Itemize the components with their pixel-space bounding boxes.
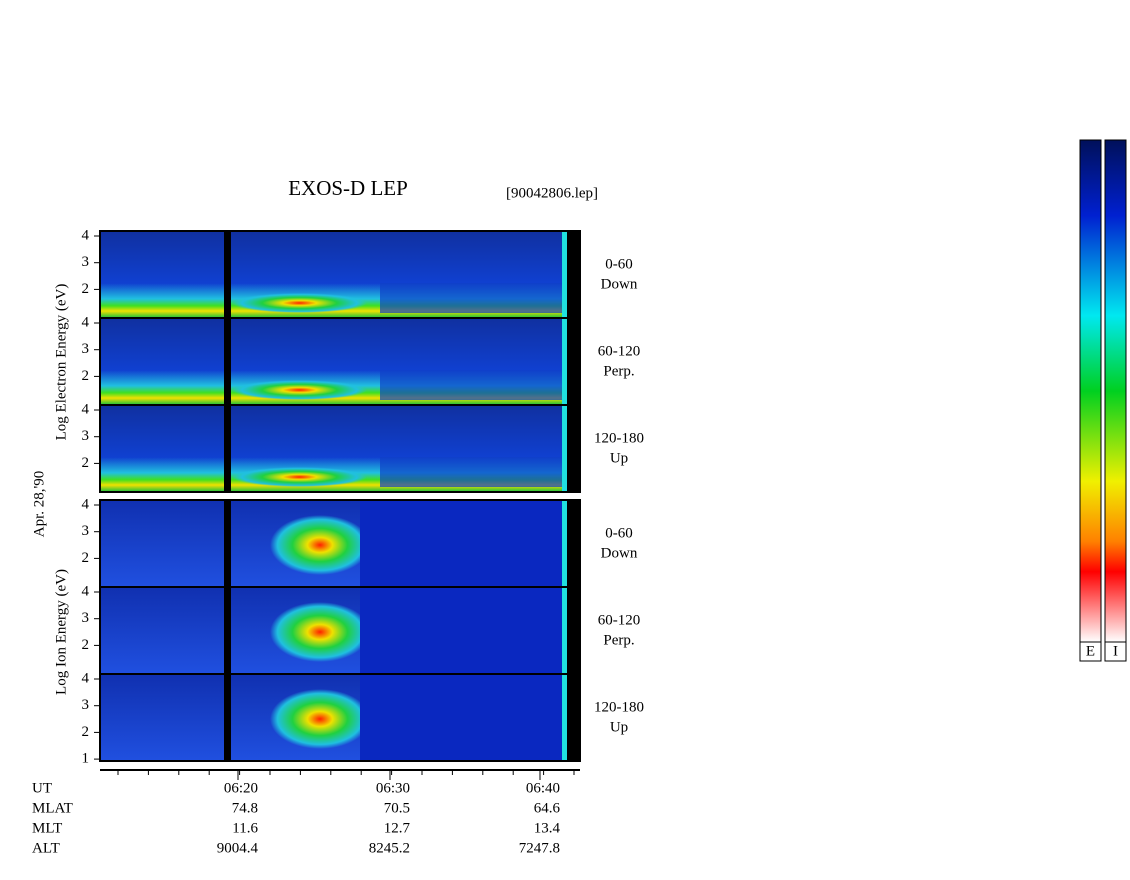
electron-axis-label: Log Electron Energy (eV) <box>53 284 69 441</box>
y-tick-label: 3 <box>82 697 90 713</box>
angle-label: 60-120 <box>598 612 641 628</box>
colorbar <box>1104 139 1127 643</box>
angle-label: 120-180 <box>594 699 644 715</box>
row-value: 64.6 <box>534 800 561 816</box>
colorbar-label: E <box>1086 643 1095 659</box>
spectrogram-quiet <box>360 500 563 587</box>
y-tick-label: 3 <box>82 428 90 444</box>
spectrogram-quiet <box>360 587 563 674</box>
direction-label: Up <box>610 450 628 466</box>
data-gap <box>224 318 231 405</box>
row-value: 06:30 <box>376 780 410 796</box>
ion-axis-label: Log Ion Energy (eV) <box>53 569 69 695</box>
data-gap <box>224 674 231 761</box>
panel-frame <box>99 673 581 762</box>
colorbar <box>1079 139 1102 643</box>
y-tick-label: 4 <box>82 227 90 243</box>
colorbar-label-box <box>1079 641 1102 662</box>
y-tick-label: 2 <box>82 637 90 653</box>
edge-gap <box>567 587 580 674</box>
y-tick-label: 4 <box>82 583 90 599</box>
spectrogram-band <box>232 293 367 313</box>
edge <box>562 500 567 587</box>
spectrogram-low <box>380 283 563 313</box>
y-tick-label: 3 <box>82 610 90 626</box>
title: EXOS-D LEP <box>288 176 408 200</box>
direction-label: Down <box>601 276 638 292</box>
colorbar-label: I <box>1113 643 1118 659</box>
edge-gap <box>567 405 580 492</box>
row-value: 70.5 <box>384 800 410 816</box>
direction-label: Up <box>610 719 628 735</box>
y-tick-label: 3 <box>82 254 90 270</box>
angle-label: 120-180 <box>594 430 644 446</box>
spectrogram-band <box>232 467 367 487</box>
row-name: UT <box>32 780 52 796</box>
edge-gap <box>567 318 580 405</box>
colorbar-label-box <box>1104 641 1127 662</box>
y-tick-label: 3 <box>82 341 90 357</box>
row-value: 06:20 <box>224 780 258 796</box>
y-tick-label: 4 <box>82 401 90 417</box>
y-tick-label: 4 <box>82 314 90 330</box>
spectrogram-quiet <box>360 674 563 761</box>
spectrogram-blob <box>270 689 370 749</box>
y-tick-label: 2 <box>82 455 90 471</box>
spectrogram-blob <box>270 515 370 575</box>
edge <box>562 231 567 318</box>
panels: 2 3 4 0-60 Down 2 3 4 60-120 Perp. 2 3 4 120-180 Up 2 3 4… <box>82 227 645 766</box>
angle-label: 0-60 <box>605 525 633 541</box>
y-tick-label: 2 <box>82 281 90 297</box>
date: Apr. 28,'90 <box>31 471 47 537</box>
y-tick-label: 2 <box>82 724 90 740</box>
spectrogram-low <box>380 457 563 487</box>
edge <box>562 318 567 405</box>
panel-frame <box>99 404 581 493</box>
y-tick-label: 4 <box>82 496 90 512</box>
angle-label: 60-120 <box>598 343 641 359</box>
row-value: 7247.8 <box>519 840 560 856</box>
row-value: 11.6 <box>232 820 258 836</box>
spectrogram-band <box>232 380 367 400</box>
edge <box>562 587 567 674</box>
edge <box>562 405 567 492</box>
time-ticks <box>117 770 575 780</box>
row-value: 9004.4 <box>217 840 259 856</box>
spectrogram-low <box>380 370 563 400</box>
data-gap <box>224 405 231 492</box>
row-value: 74.8 <box>232 800 258 816</box>
edge <box>562 674 567 761</box>
row-value: 8245.2 <box>369 840 410 856</box>
row-value: 06:40 <box>526 780 560 796</box>
row-name: MLAT <box>32 800 73 816</box>
row-name: ALT <box>32 840 60 856</box>
edge-gap <box>567 500 580 587</box>
direction-label: Perp. <box>603 632 634 648</box>
spectrogram-blob <box>270 602 370 662</box>
data-gap <box>224 231 231 318</box>
edge-gap <box>567 674 580 761</box>
edge-gap <box>567 231 580 318</box>
y-tick-label: 2 <box>82 550 90 566</box>
direction-label: Down <box>601 545 638 561</box>
data-gap <box>224 500 231 587</box>
y-tick-label: 3 <box>82 523 90 539</box>
angle-label: 0-60 <box>605 256 633 272</box>
row-name: MLT <box>32 820 62 836</box>
row-value: 12.7 <box>384 820 411 836</box>
y-tick-label: 2 <box>82 368 90 384</box>
row-value: 13.4 <box>534 820 561 836</box>
data-gap <box>224 587 231 674</box>
y-tick-label: 1 <box>82 751 90 767</box>
file-name: [90042806.lep] <box>506 185 598 201</box>
y-tick-label: 4 <box>82 670 90 686</box>
ephemeris: UT 06:20 06:30 06:40 MLAT 74.8 70.5 64.6 MLT 11.6… <box>32 780 561 856</box>
direction-label: Perp. <box>603 363 634 379</box>
